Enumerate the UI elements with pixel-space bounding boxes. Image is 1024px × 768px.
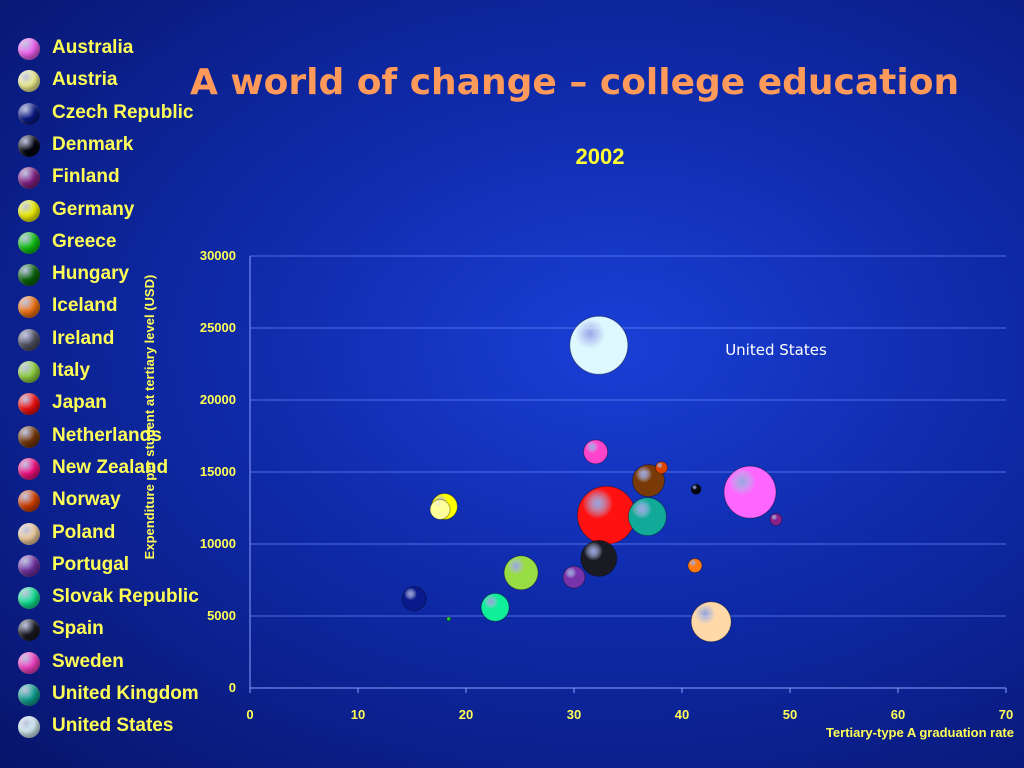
bubble-iceland: Iceland	[687, 558, 703, 574]
legend-swatch	[18, 167, 40, 190]
legend-label: United States	[52, 715, 174, 737]
legend-swatch	[18, 522, 40, 545]
legend-label: New Zealand	[52, 456, 169, 478]
legend-label: Greece	[52, 230, 117, 252]
legend-label: Spain	[52, 618, 104, 640]
x-tick-label: 40	[675, 707, 689, 722]
legend-swatch	[18, 361, 40, 383]
legend-swatch	[18, 296, 40, 319]
legend-swatch	[18, 490, 40, 513]
bubble-portugal: Portugal	[562, 565, 586, 589]
legend-swatch	[18, 619, 40, 642]
axes	[249, 256, 1007, 693]
legend-label: Slovak Republic	[52, 586, 199, 608]
x-tick-label: 0	[246, 707, 253, 722]
legend-label: Netherlands	[52, 424, 162, 446]
legend-label: Finland	[52, 166, 120, 188]
legend-label: Ireland	[52, 327, 115, 349]
legend-swatch	[18, 684, 40, 706]
legend-swatch	[18, 134, 40, 157]
legend-label: Japan	[52, 392, 107, 414]
bubble-sweden: Sweden	[583, 439, 609, 465]
legend-label: Czech Republic	[52, 101, 194, 123]
legend-swatch	[18, 393, 40, 416]
slide-title: A world of change – college education	[190, 62, 960, 103]
y-tick-label: 30000	[200, 248, 236, 263]
bubble-netherlands: Netherlands	[632, 464, 666, 498]
legend-swatch	[18, 587, 40, 610]
annotations: United States	[725, 341, 827, 359]
legend-swatch	[18, 70, 40, 93]
bubble-italy: Italy	[503, 555, 539, 591]
annotation-label: United States	[725, 341, 827, 359]
bubble-czech-republic: Czech Republic	[401, 586, 427, 612]
bubble-slovak-republic: Slovak Republic	[480, 592, 510, 622]
legend-swatch	[18, 102, 40, 125]
bubbles: Japan United States Australia Poland United …	[401, 315, 783, 643]
legend-swatch	[18, 554, 40, 577]
x-tick-label: 30	[567, 707, 581, 722]
legend-label: Poland	[52, 521, 116, 543]
bubble-austria: Austria	[429, 498, 451, 520]
legend-label: Norway	[52, 489, 121, 511]
legend-label: Germany	[52, 198, 135, 220]
bubble-poland: Poland	[690, 601, 732, 643]
legend-swatch	[18, 231, 40, 254]
y-tick-label: 0	[229, 680, 236, 695]
legend-swatch	[18, 264, 40, 287]
chart-subtitle: 2002	[575, 144, 625, 169]
x-tick-label: 50	[783, 707, 797, 722]
x-tick-label: 60	[891, 707, 905, 722]
x-axis-title: Tertiary-type A graduation rate	[826, 725, 1014, 740]
y-tick-label: 15000	[200, 464, 236, 479]
legend-swatch	[18, 457, 40, 480]
legend-swatch	[18, 38, 40, 60]
bubble-greece: Greece	[446, 616, 452, 622]
y-axis-title: Expenditure per student at tertiary leve…	[142, 275, 157, 560]
bubble-norway: Norway	[654, 461, 668, 475]
bubble-denmark: Denmark	[690, 483, 702, 495]
legend-swatch	[18, 425, 40, 448]
legend-label: Iceland	[52, 295, 118, 317]
legend-label: Italy	[52, 360, 91, 381]
bubble-australia: Australia	[723, 465, 777, 519]
legend-label: Portugal	[52, 553, 130, 575]
bubble-finland: Finland	[769, 513, 783, 527]
legend-label: United Kingdom	[52, 683, 199, 704]
x-tick-label: 70	[999, 707, 1013, 722]
y-tick-label: 25000	[200, 320, 236, 335]
x-tick-label: 10	[351, 707, 365, 722]
legend-label: Australia	[52, 37, 134, 58]
legend-swatch	[18, 716, 40, 739]
bubble-united-kingdom: United Kingdom	[627, 497, 667, 537]
legend-label: Hungary	[52, 263, 130, 285]
legend-swatch	[18, 651, 40, 674]
bubble-united-states: United States	[569, 315, 629, 375]
x-tick-label: 20	[459, 707, 473, 722]
legend-label: Denmark	[52, 133, 134, 155]
tick-labels: 0 5000 10000 15000 20000 25000 30000 0 10 20 30 40 5…	[200, 248, 1013, 722]
legend-swatch	[18, 328, 40, 351]
y-tick-label: 5000	[207, 608, 236, 623]
bubble-spain: Spain	[580, 539, 618, 577]
legend-swatch	[18, 199, 40, 222]
bubble-japan: Japan	[576, 485, 636, 545]
y-tick-label: 10000	[200, 536, 236, 551]
legend-label: Sweden	[52, 650, 124, 672]
legend-label: Austria	[52, 69, 118, 91]
y-tick-label: 20000	[200, 392, 236, 407]
grid-lines	[250, 255, 1006, 617]
